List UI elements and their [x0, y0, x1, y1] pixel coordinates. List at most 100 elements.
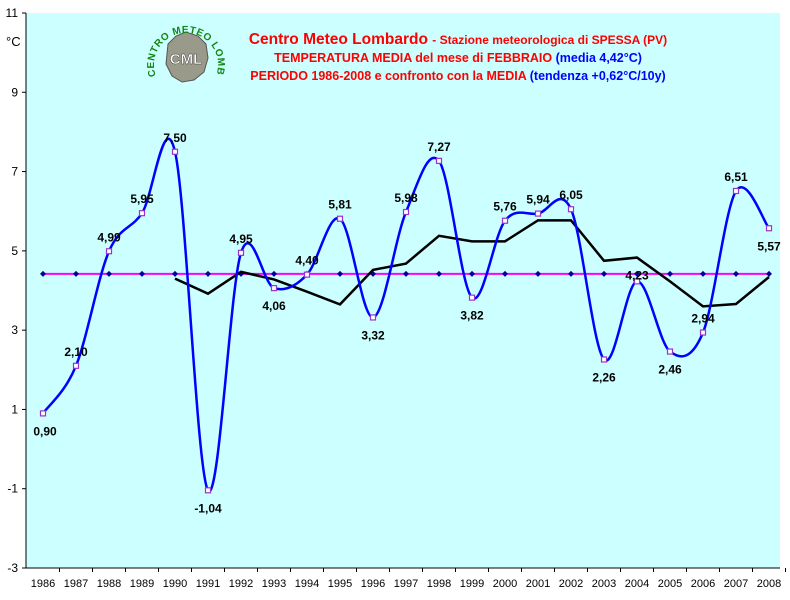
x-tick-label: 2007: [724, 578, 748, 590]
x-tick-label: 1989: [130, 578, 154, 590]
temperature-point-marker: [72, 362, 80, 369]
subtitle-red: TEMPERATURA MEDIA del mese di FEBBRAIO: [274, 51, 553, 65]
temperature-point-marker: [468, 294, 476, 301]
mean-point-marker: [634, 270, 640, 277]
x-tick-label: 1993: [262, 578, 286, 590]
data-label: 4,40: [295, 254, 319, 268]
period-text: PERIODO 1986-2008 e confronto con la MED…: [250, 69, 527, 83]
data-label: 5,57: [757, 239, 781, 253]
mean-point-marker: [337, 270, 343, 277]
temperature-point-marker: [270, 285, 278, 292]
x-tick-label: 2001: [526, 578, 550, 590]
plot-area: [26, 13, 780, 568]
x-tick-label: 1986: [31, 578, 55, 590]
temperature-point-marker: [765, 225, 773, 232]
temperature-point-marker: [369, 314, 377, 321]
x-tick-label: 2005: [658, 578, 682, 590]
data-label: 3,82: [460, 309, 484, 323]
data-label: 0,90: [33, 424, 57, 438]
data-label: 4,99: [97, 230, 121, 244]
x-tick-label: 2006: [691, 578, 715, 590]
temperature-point-marker: [534, 210, 542, 217]
mean-point-marker: [469, 270, 475, 277]
data-label: 2,10: [64, 345, 88, 359]
title-line-1: Centro Meteo Lombardo - Stazione meteoro…: [228, 31, 688, 49]
temperature-point-marker: [501, 217, 509, 224]
x-tick-label: 1999: [460, 578, 484, 590]
x-tick-label: 1992: [229, 578, 253, 590]
y-axis-unit: °C: [6, 34, 21, 49]
temperature-point-marker: [633, 278, 641, 285]
mean-point-marker: [502, 270, 508, 277]
mean-point-marker: [139, 270, 145, 277]
x-tick-label: 1997: [394, 578, 418, 590]
x-tick-label: 1994: [295, 578, 319, 590]
mean-point-marker: [205, 270, 211, 277]
data-label: 3,32: [361, 328, 385, 342]
mean-point-marker: [733, 270, 739, 277]
title-line-3: PERIODO 1986-2008 e confronto con la MED…: [228, 67, 688, 85]
data-label: 7,50: [163, 131, 187, 145]
y-tick-label: 7: [11, 165, 18, 179]
data-label: 2,26: [592, 370, 616, 384]
data-label: 4,23: [625, 268, 649, 282]
mean-point-marker: [40, 270, 46, 277]
mean-point-marker: [73, 270, 79, 277]
y-tick-label: 1: [11, 402, 18, 416]
data-label: 5,95: [130, 192, 154, 206]
y-tick-label: 11: [6, 6, 19, 20]
temperature-point-marker: [336, 215, 344, 222]
temperature-point-marker: [39, 410, 47, 417]
x-tick-label: 1996: [361, 578, 385, 590]
mean-point-marker: [436, 270, 442, 277]
y-tick-label: 3: [11, 323, 18, 337]
data-label: 7,27: [427, 140, 451, 154]
y-tick-label: 5: [11, 244, 18, 258]
mean-point-marker: [106, 270, 112, 277]
mean-point-marker: [172, 270, 178, 277]
mean-point-marker: [568, 270, 574, 277]
data-label: 5,94: [526, 193, 550, 207]
temperature-point-marker: [237, 249, 245, 256]
mean-point-marker: [403, 270, 409, 277]
mean-point-marker: [667, 270, 673, 277]
mean-point-marker: [271, 270, 277, 277]
cml-logo: CENTRO METEO LOMBARDO CML: [146, 14, 226, 83]
data-label: 2,46: [658, 363, 682, 377]
temperature-point-marker: [732, 187, 740, 195]
lombardy-map-shape: [165, 31, 209, 83]
y-tick-label: 9: [11, 85, 18, 99]
title-line-2: TEMPERATURA MEDIA del mese di FEBBRAIO (…: [228, 49, 688, 67]
y-tick-label: -3: [7, 561, 18, 575]
x-tick-label: 2000: [493, 578, 517, 590]
mean-point-marker: [700, 270, 706, 277]
temperature-point-marker: [402, 208, 410, 216]
data-label: 2,94: [691, 312, 715, 326]
x-tick-label: 1988: [97, 578, 121, 590]
temperature-point-marker: [567, 206, 575, 213]
data-label: 4,95: [229, 232, 253, 246]
subtitle-mean: (media 4,42°C): [555, 51, 642, 65]
x-tick-label: 1987: [64, 578, 88, 590]
mean-point-marker: [601, 270, 607, 277]
trend-text: (tendenza +0,62°C/10y): [529, 69, 666, 83]
temperature-point-marker: [699, 329, 707, 336]
temperature-point-marker: [171, 148, 179, 155]
data-label: 4,06: [262, 299, 286, 313]
data-label: 6,05: [559, 188, 583, 202]
chart-title: Centro Meteo Lombardo - Stazione meteoro…: [228, 31, 688, 85]
x-tick-label: 2008: [757, 578, 781, 590]
x-tick-label: 2002: [559, 578, 583, 590]
org-name: Centro Meteo Lombardo: [248, 31, 428, 48]
temperature-point-marker: [204, 487, 212, 494]
x-tick-label: 2004: [625, 578, 649, 590]
logo-acronym: CML: [170, 51, 203, 68]
x-tick-label: 1991: [196, 578, 220, 590]
x-tick-label: 1995: [328, 578, 352, 590]
mean-point-marker: [766, 270, 772, 277]
data-label: 5,76: [493, 200, 517, 214]
x-tick-label: 1990: [163, 578, 187, 590]
data-label: 6,51: [724, 170, 748, 184]
temperature-point-marker: [666, 348, 674, 355]
